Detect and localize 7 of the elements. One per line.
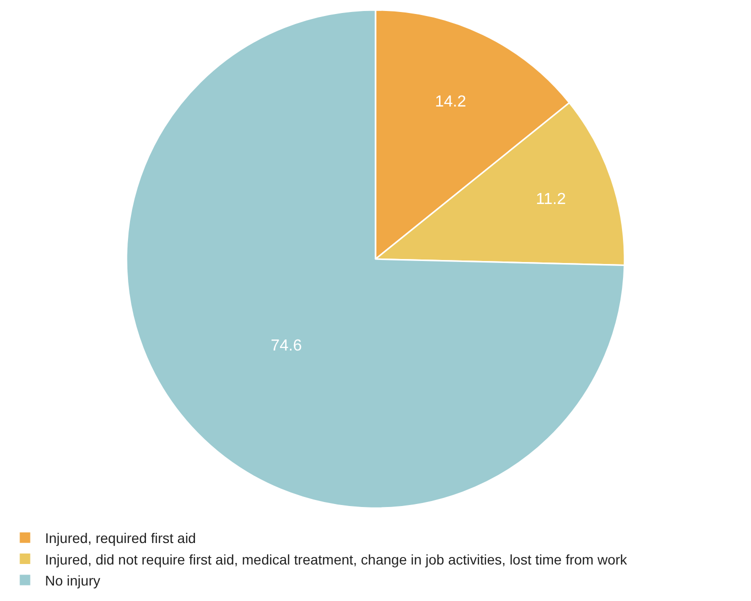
legend-label: No injury [45,572,100,588]
legend-label: Injured, required first aid [45,530,196,546]
pie-slice [126,9,626,509]
data-label: 74.6 [270,337,302,354]
data-label: 14.2 [434,94,466,111]
data-label: 11.2 [536,191,566,208]
legend-label: Injured, did not require first aid, medical treatment, change in job activities, lost time from work [45,551,628,568]
